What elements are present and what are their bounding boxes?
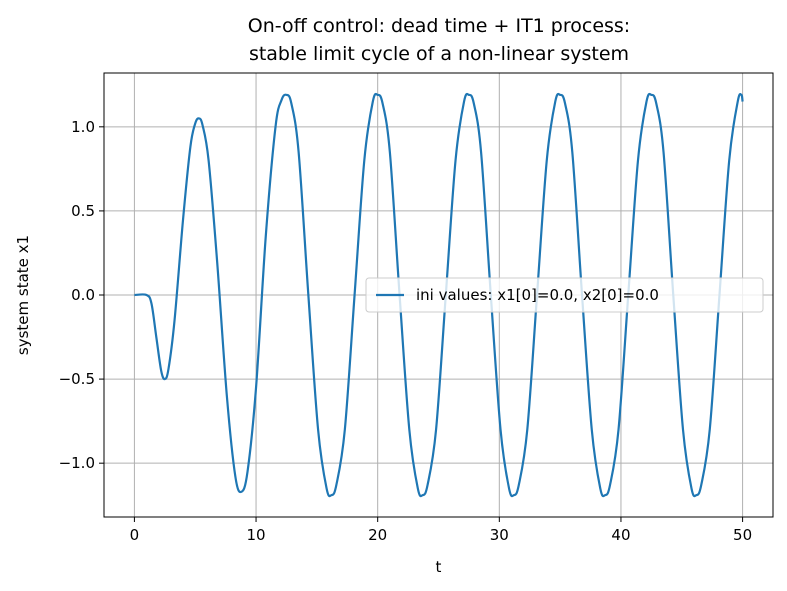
y-tick-label: −1.0 — [59, 454, 95, 472]
x-tick-label: 20 — [368, 526, 387, 544]
x-tick-label: 10 — [246, 526, 265, 544]
y-tick-label: 1.0 — [71, 118, 95, 136]
series-layer — [134, 92, 744, 498]
y-axis-ticks: −1.0 −0.5 0.0 0.5 1.0 — [59, 118, 104, 472]
x-tick-label: 50 — [733, 526, 752, 544]
x-tick-label: 40 — [611, 526, 630, 544]
legend-label: ini values: x1[0]=0.0, x2[0]=0.0 — [416, 286, 659, 304]
y-tick-label: 0.0 — [71, 286, 95, 304]
chart-title-line-1: On-off control: dead time + IT1 process: — [248, 15, 630, 37]
legend: ini values: x1[0]=0.0, x2[0]=0.0 — [365, 277, 764, 313]
chart-title-line-2: stable limit cycle of a non-linear syste… — [249, 43, 629, 65]
x-axis-label: t — [436, 558, 442, 576]
series-line-0 — [134, 92, 744, 498]
x-tick-label: 0 — [130, 526, 140, 544]
y-tick-label: −0.5 — [59, 370, 95, 388]
chart-title: On-off control: dead time + IT1 process:… — [248, 15, 630, 65]
x-axis-ticks: 0 10 20 30 40 50 — [130, 517, 752, 544]
y-axis-label: system state x1 — [14, 235, 32, 355]
legend-box — [365, 277, 764, 313]
y-tick-label: 0.5 — [71, 202, 95, 220]
x-tick-label: 30 — [490, 526, 509, 544]
